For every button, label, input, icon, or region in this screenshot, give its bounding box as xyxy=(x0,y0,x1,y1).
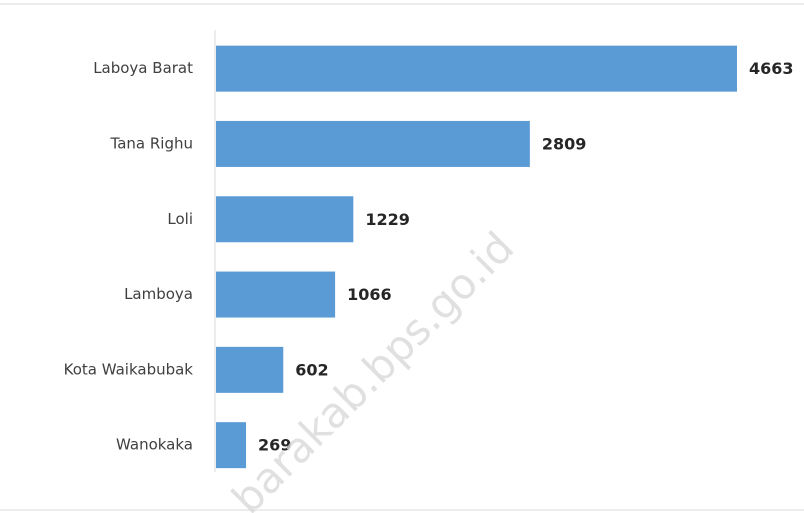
value-label: 1066 xyxy=(347,285,392,304)
category-label: Tana Righu xyxy=(110,134,193,152)
bar xyxy=(216,120,530,167)
category-label: Lamboya xyxy=(124,285,193,303)
bar xyxy=(216,196,354,243)
value-label: 1229 xyxy=(365,210,410,229)
value-label: 269 xyxy=(258,436,291,455)
category-label: Kota Waikabubak xyxy=(64,360,194,378)
bar xyxy=(216,45,737,92)
value-label: 602 xyxy=(295,360,328,379)
value-label: 2809 xyxy=(542,134,587,153)
bar xyxy=(216,271,336,318)
category-label: Loli xyxy=(167,210,193,228)
bar xyxy=(216,422,247,469)
category-label: Laboya Barat xyxy=(93,59,193,77)
category-label: Wanokaka xyxy=(116,436,193,454)
bar xyxy=(216,346,284,393)
value-label: 4663 xyxy=(749,59,794,78)
